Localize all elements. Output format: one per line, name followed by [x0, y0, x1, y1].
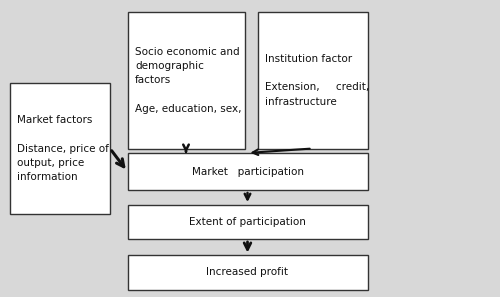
Text: Increased profit: Increased profit — [206, 268, 288, 277]
Text: Socio economic and: Socio economic and — [135, 47, 240, 57]
Text: Age, education, sex,: Age, education, sex, — [135, 104, 242, 114]
Text: Distance, price of: Distance, price of — [18, 143, 110, 154]
FancyBboxPatch shape — [128, 255, 368, 290]
FancyBboxPatch shape — [10, 83, 110, 214]
FancyBboxPatch shape — [258, 12, 368, 148]
Text: demographic: demographic — [135, 61, 204, 71]
Text: Market   participation: Market participation — [192, 167, 304, 176]
FancyBboxPatch shape — [128, 12, 245, 148]
Text: factors: factors — [135, 75, 171, 85]
Text: infrastructure: infrastructure — [265, 97, 337, 107]
Text: Extent of participation: Extent of participation — [189, 217, 306, 227]
Text: Institution factor: Institution factor — [265, 54, 352, 64]
Text: output, price: output, price — [18, 158, 85, 168]
FancyBboxPatch shape — [128, 205, 368, 239]
FancyBboxPatch shape — [128, 153, 368, 190]
Text: information: information — [18, 172, 78, 182]
Text: Extension,     credit,: Extension, credit, — [265, 82, 369, 92]
Text: Market factors: Market factors — [18, 115, 93, 125]
